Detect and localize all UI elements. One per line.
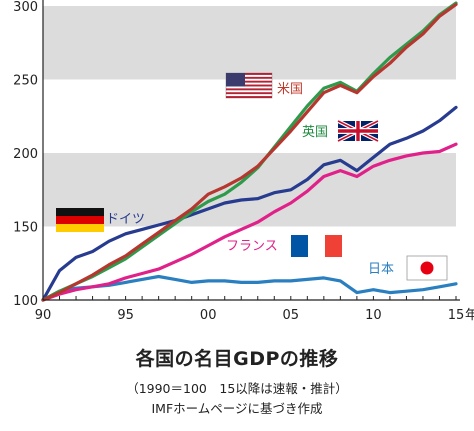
x-tick-label: 90 [35,308,52,323]
french-flag-icon [291,235,342,257]
chart-subtitle-note: （1990＝100 15以降は速報・推計） [126,381,348,396]
series-label-france: フランス [226,239,278,254]
y-tick-label: 300 [13,0,38,15]
x-tick-label: 10 [365,308,382,323]
series-label-uk: 英国 [302,125,328,140]
grid-band [43,153,456,227]
japan-flag-icon [406,255,448,281]
series-line-us [41,2,458,302]
x-tick-label: 05 [283,308,300,323]
grid-band [43,6,456,80]
x-tick-label: 95 [117,308,134,323]
y-tick-label: 150 [13,221,38,236]
series-label-germany: ドイツ [106,212,145,227]
uk-flag-icon [337,119,379,143]
y-tick-label: 250 [13,74,38,89]
series-line-uk [41,1,458,302]
series-line-france [41,142,458,302]
y-axis-ticks: 100 150 200 250 300 [13,0,38,309]
series-line-japan [41,274,458,302]
chart-title: 各国の名目GDPの推移 [135,348,339,370]
series-line-germany [41,105,458,302]
series-label-us: 米国 [277,82,303,97]
x-axis-unit: 年 [465,308,474,323]
grid-bands [43,6,456,227]
y-tick-label: 200 [13,147,38,162]
series-label-japan: 日本 [368,262,394,277]
us-flag-icon [225,72,273,99]
y-tick-label: 100 [13,294,38,309]
series-lines [41,1,458,302]
x-tick-label: 15 [448,308,465,323]
x-tick-label: 00 [200,308,217,323]
german-flag-icon [56,208,104,232]
x-axis-ticks: 90 95 00 05 10 15 年 [35,296,474,323]
chart-source-note: IMFホームページに基づき作成 [151,401,323,416]
